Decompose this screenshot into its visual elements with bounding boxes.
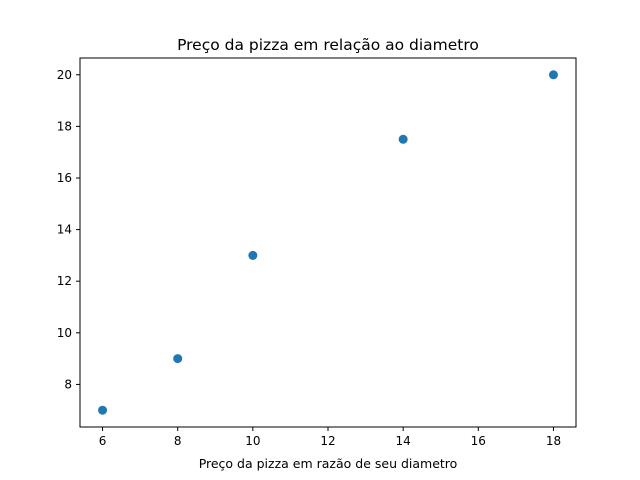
plot-frame [79,57,577,428]
chart-title: Preço da pizza em relação ao diametro [177,36,479,54]
data-point [248,250,258,260]
x-tick-label: 8 [174,434,182,448]
plot-area [79,57,577,428]
y-tick-label: 10 [57,326,72,340]
x-tick-label: 12 [320,434,335,448]
x-axis-label: Preço da pizza em razão de seu diametro [199,456,458,471]
y-tick-label: 12 [57,274,72,288]
x-tick-label: 16 [471,434,486,448]
data-point [98,405,108,415]
x-tick-label: 14 [396,434,411,448]
y-tick-label: 8 [64,377,72,391]
x-tick-label: 10 [245,434,260,448]
y-tick-label: 18 [57,119,72,133]
x-axis: 6 8 10 12 14 16 18 [99,427,561,448]
x-tick-label: 18 [546,434,561,448]
y-tick-label: 20 [57,68,72,82]
x-tick-label: 6 [99,434,107,448]
data-point [173,354,183,364]
y-tick-label: 14 [57,223,72,237]
data-point [398,134,408,144]
data-points [98,70,558,415]
y-axis: 8 10 12 14 16 18 20 [57,68,80,391]
data-point [548,70,558,80]
y-tick-label: 16 [57,171,72,185]
